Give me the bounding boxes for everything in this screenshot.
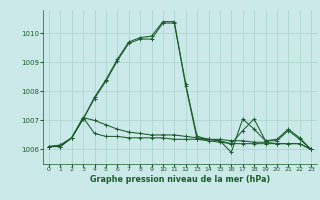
X-axis label: Graphe pression niveau de la mer (hPa): Graphe pression niveau de la mer (hPa) [90, 175, 270, 184]
